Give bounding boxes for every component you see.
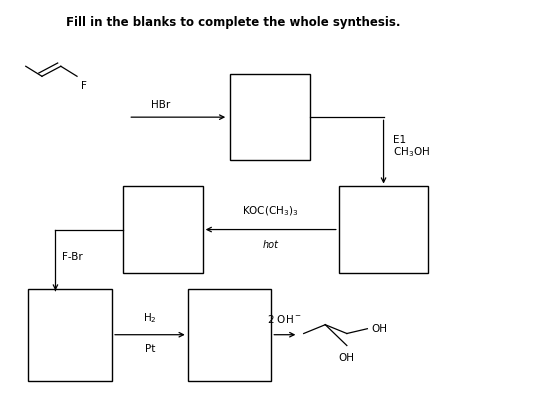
Text: F: F bbox=[81, 81, 87, 92]
Text: Pt: Pt bbox=[145, 344, 155, 353]
Text: OH: OH bbox=[371, 324, 387, 334]
Bar bbox=[123, 187, 203, 273]
Text: CH$_3$OH: CH$_3$OH bbox=[393, 146, 430, 160]
Text: E1: E1 bbox=[393, 135, 407, 145]
Bar bbox=[187, 289, 271, 381]
Text: 2 OH$^-$: 2 OH$^-$ bbox=[267, 313, 302, 325]
Bar bbox=[230, 74, 310, 160]
Bar bbox=[28, 289, 112, 381]
Text: OH: OH bbox=[339, 353, 355, 363]
Text: H$_2$: H$_2$ bbox=[143, 311, 157, 325]
Text: hot: hot bbox=[262, 240, 279, 249]
Bar bbox=[339, 187, 428, 273]
Text: F-Br: F-Br bbox=[62, 252, 83, 262]
Text: KOC(CH$_3$)$_3$: KOC(CH$_3$)$_3$ bbox=[242, 204, 299, 218]
Text: Fill in the blanks to complete the whole synthesis.: Fill in the blanks to complete the whole… bbox=[66, 16, 401, 29]
Text: HBr: HBr bbox=[151, 100, 170, 110]
